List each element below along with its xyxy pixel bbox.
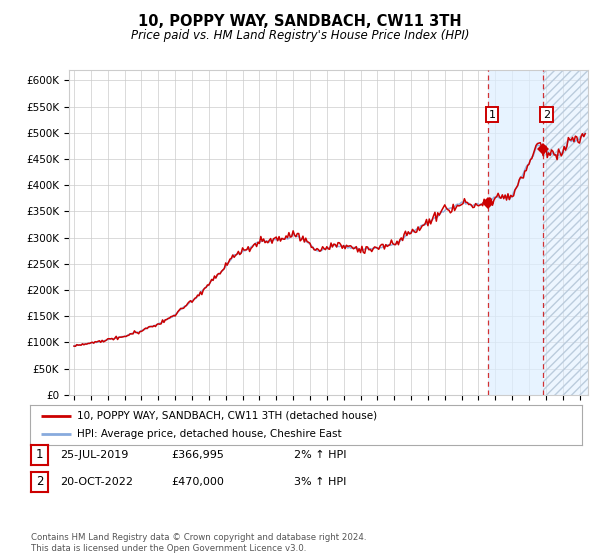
Text: 3% ↑ HPI: 3% ↑ HPI [294, 477, 346, 487]
Text: 2: 2 [543, 110, 550, 119]
Text: 2: 2 [36, 475, 43, 488]
Text: 20-OCT-2022: 20-OCT-2022 [60, 477, 133, 487]
Text: 10, POPPY WAY, SANDBACH, CW11 3TH (detached house): 10, POPPY WAY, SANDBACH, CW11 3TH (detac… [77, 411, 377, 421]
Text: Price paid vs. HM Land Registry's House Price Index (HPI): Price paid vs. HM Land Registry's House … [131, 29, 469, 42]
Text: 1: 1 [488, 110, 496, 119]
Bar [542, 70, 588, 395]
Text: 25-JUL-2019: 25-JUL-2019 [60, 450, 128, 460]
Text: £470,000: £470,000 [171, 477, 224, 487]
Bar [488, 70, 542, 395]
Text: 1: 1 [36, 448, 43, 461]
Text: 10, POPPY WAY, SANDBACH, CW11 3TH: 10, POPPY WAY, SANDBACH, CW11 3TH [138, 14, 462, 29]
Text: £366,995: £366,995 [171, 450, 224, 460]
Text: 2% ↑ HPI: 2% ↑ HPI [294, 450, 347, 460]
Bar [542, 70, 588, 395]
Text: HPI: Average price, detached house, Cheshire East: HPI: Average price, detached house, Ches… [77, 430, 341, 439]
Text: Contains HM Land Registry data © Crown copyright and database right 2024.
This d: Contains HM Land Registry data © Crown c… [31, 533, 367, 553]
